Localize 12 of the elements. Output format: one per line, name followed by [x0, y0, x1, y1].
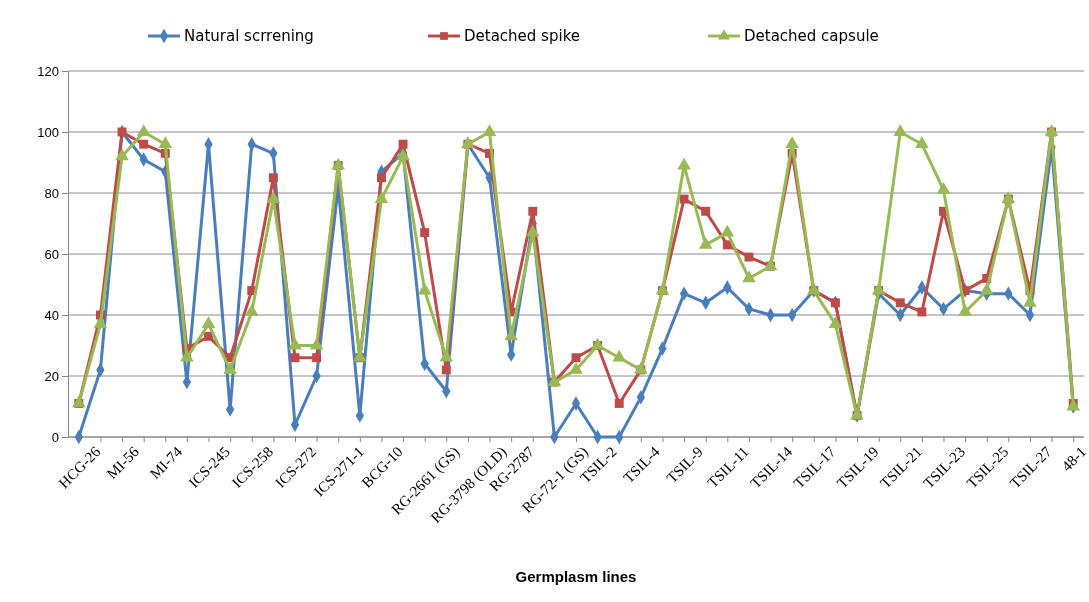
y-tick-label: 40 — [44, 307, 59, 323]
y-tick-label: 0 — [51, 429, 59, 445]
legend-label: Detached spike — [464, 27, 581, 46]
y-tick-label: 120 — [37, 63, 59, 79]
y-tick-label: 20 — [44, 368, 59, 384]
y-tick-label: 100 — [37, 124, 59, 140]
legend-label: Detached capsule — [744, 27, 879, 46]
x-tick-label: 48-1 — [1058, 443, 1089, 475]
x-axis-title: Germplasm lines — [515, 568, 637, 585]
y-tick-label: 60 — [44, 246, 59, 262]
legend-label: Natural scrrening — [184, 27, 314, 46]
y-tick-label: 80 — [44, 185, 59, 201]
